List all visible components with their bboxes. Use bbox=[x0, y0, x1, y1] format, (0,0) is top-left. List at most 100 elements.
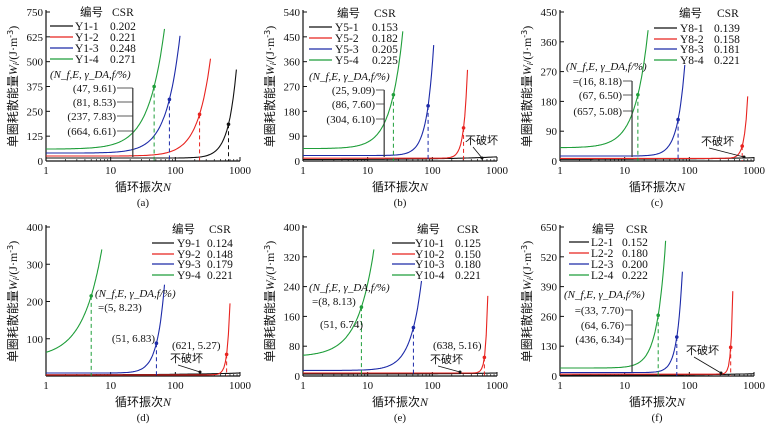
legend-csr: 0.179 bbox=[207, 259, 233, 271]
x-axis-label-var: N bbox=[162, 395, 172, 409]
x-tick-label: 10 bbox=[362, 165, 374, 177]
series-line-Y9-4 bbox=[45, 249, 103, 353]
failure-point bbox=[674, 335, 679, 339]
legend-csr: 0.225 bbox=[372, 55, 398, 67]
failure-label: =(33, 7.70) bbox=[575, 305, 625, 317]
legend-name: Y10-4 bbox=[415, 270, 445, 282]
x-tick-label: 100 bbox=[424, 380, 441, 392]
y-axis-label-exp: -3 bbox=[263, 30, 272, 38]
legend-csr: 0.200 bbox=[622, 259, 648, 271]
y-tick-label: 90 bbox=[546, 126, 558, 138]
x-tick-label: 1000 bbox=[229, 380, 252, 392]
legend-csr: 0.180 bbox=[622, 248, 648, 260]
legend-name: Y1-1 bbox=[75, 21, 99, 33]
legend-header-csr: CSR bbox=[374, 8, 396, 20]
failure-point bbox=[656, 313, 660, 318]
x-tick-label: 10 bbox=[105, 165, 117, 177]
x-axis-label-text: 循环振次 bbox=[372, 180, 420, 194]
x-axis-label-var: N bbox=[676, 180, 686, 194]
annotation-header: (N_f,E, γ_DA,f/%) bbox=[309, 71, 390, 83]
y-axis-label-text: 单圈耗散能量 bbox=[5, 75, 20, 147]
y-axis-label-unit: /(J·m bbox=[520, 37, 534, 63]
x-tick-label: 1 bbox=[300, 165, 306, 177]
x-axis-label-text: 循环振次 bbox=[629, 395, 677, 409]
y-tick-label: 400 bbox=[27, 222, 44, 234]
arrow-head-icon bbox=[480, 156, 484, 160]
annotation-header: (N_f,E, γ_DA,f/%) bbox=[95, 288, 176, 300]
failure-label: (47, 9.61) bbox=[73, 83, 116, 95]
legend-csr: 0.148 bbox=[207, 249, 233, 261]
x-tick-label: 1 bbox=[300, 380, 306, 392]
y-axis-label-close: ) bbox=[263, 241, 277, 245]
legend-name: Y8-3 bbox=[680, 44, 704, 56]
failure-point bbox=[482, 355, 487, 360]
x-axis-label-var: N bbox=[162, 180, 172, 194]
x-axis-label-text: 循环振次 bbox=[629, 180, 677, 194]
x-axis-label-var: N bbox=[419, 395, 429, 409]
y-axis-label-close: ) bbox=[520, 26, 534, 30]
no-failure-arrow bbox=[472, 146, 483, 159]
y-tick-label: 650 bbox=[541, 222, 558, 234]
legend-csr: 0.205 bbox=[372, 44, 398, 56]
y-axis-label-text: 单圈耗散能量 bbox=[5, 290, 20, 362]
no-failure-label: 不破坏 bbox=[701, 134, 734, 148]
y-axis-label-text: 单圈耗散能量 bbox=[262, 290, 277, 362]
x-axis-label-var: N bbox=[419, 180, 429, 194]
y-axis-label-sub: i bbox=[526, 277, 535, 280]
annotation-header: (N_f,E, γ_DA,f/%) bbox=[50, 69, 131, 81]
arrow-head-icon bbox=[742, 155, 746, 159]
y-tick-label: 500 bbox=[27, 57, 44, 69]
legend-name: Y5-4 bbox=[335, 55, 359, 67]
x-axis-label: 循环振次N bbox=[629, 395, 686, 409]
legend-name: Y1-2 bbox=[75, 32, 99, 44]
legend-header-csr: CSR bbox=[112, 7, 134, 19]
y-axis-label-exp: -3 bbox=[520, 245, 529, 253]
y-tick-label: 0 bbox=[552, 371, 558, 383]
legend-header-id: 编号 bbox=[592, 222, 615, 236]
failure-point bbox=[461, 126, 466, 130]
y-tick-label: 360 bbox=[284, 57, 301, 69]
x-tick-label: 1000 bbox=[486, 380, 509, 392]
failure-point bbox=[740, 144, 745, 148]
x-axis-label: 循环振次N bbox=[115, 180, 172, 194]
failure-point bbox=[728, 345, 733, 350]
legend-csr: 0.158 bbox=[714, 34, 740, 46]
series-line-L2-2 bbox=[560, 291, 734, 375]
y-axis-label-var: W bbox=[520, 64, 534, 75]
y-tick-label: 320 bbox=[284, 252, 301, 264]
failure-label: (51, 6.74) bbox=[320, 319, 363, 331]
y-axis-label: 单圈耗散能量Wi/(J·m-3) bbox=[519, 241, 535, 363]
x-tick-label: 10 bbox=[619, 165, 631, 177]
x-tick-label: 100 bbox=[681, 380, 698, 392]
y-tick-label: 0 bbox=[295, 371, 301, 383]
x-tick-label: 100 bbox=[167, 380, 184, 392]
legend-header-csr: CSR bbox=[626, 224, 648, 236]
panel-f: 1 10 100 1000 0 130 260 390 520 650 循环振次N 单圈耗散能量Wi/… bbox=[519, 222, 766, 424]
x-axis-label-var: N bbox=[676, 395, 686, 409]
legend-csr: 0.221 bbox=[455, 270, 481, 282]
no-failure-arrow bbox=[437, 365, 461, 373]
x-tick-label: 100 bbox=[424, 165, 441, 177]
failure-point bbox=[391, 92, 396, 97]
x-tick-label: 1 bbox=[43, 380, 49, 392]
legend-csr: 0.271 bbox=[110, 54, 136, 66]
legend-csr: 0.150 bbox=[455, 249, 481, 261]
x-tick-label: 1000 bbox=[743, 165, 766, 177]
x-tick-label: 10 bbox=[619, 380, 631, 392]
legend-csr: 0.248 bbox=[110, 43, 136, 55]
series-line-L2-4 bbox=[560, 240, 667, 369]
y-axis-label-exp: -3 bbox=[520, 30, 529, 38]
legend-csr: 0.153 bbox=[372, 22, 398, 34]
failure-label: (304, 6.10) bbox=[326, 114, 375, 126]
y-axis-label-sub: i bbox=[12, 277, 21, 280]
y-tick-label: 375 bbox=[27, 82, 44, 94]
failure-label: (64, 6.76) bbox=[581, 320, 624, 332]
failure-point bbox=[167, 97, 172, 102]
x-tick-label: 1000 bbox=[743, 380, 766, 392]
legend-name: Y9-1 bbox=[177, 238, 201, 250]
failure-point bbox=[411, 325, 416, 330]
x-tick-label: 100 bbox=[681, 165, 698, 177]
panel-caption: (b) bbox=[394, 197, 407, 209]
panel-caption: (d) bbox=[137, 412, 150, 424]
